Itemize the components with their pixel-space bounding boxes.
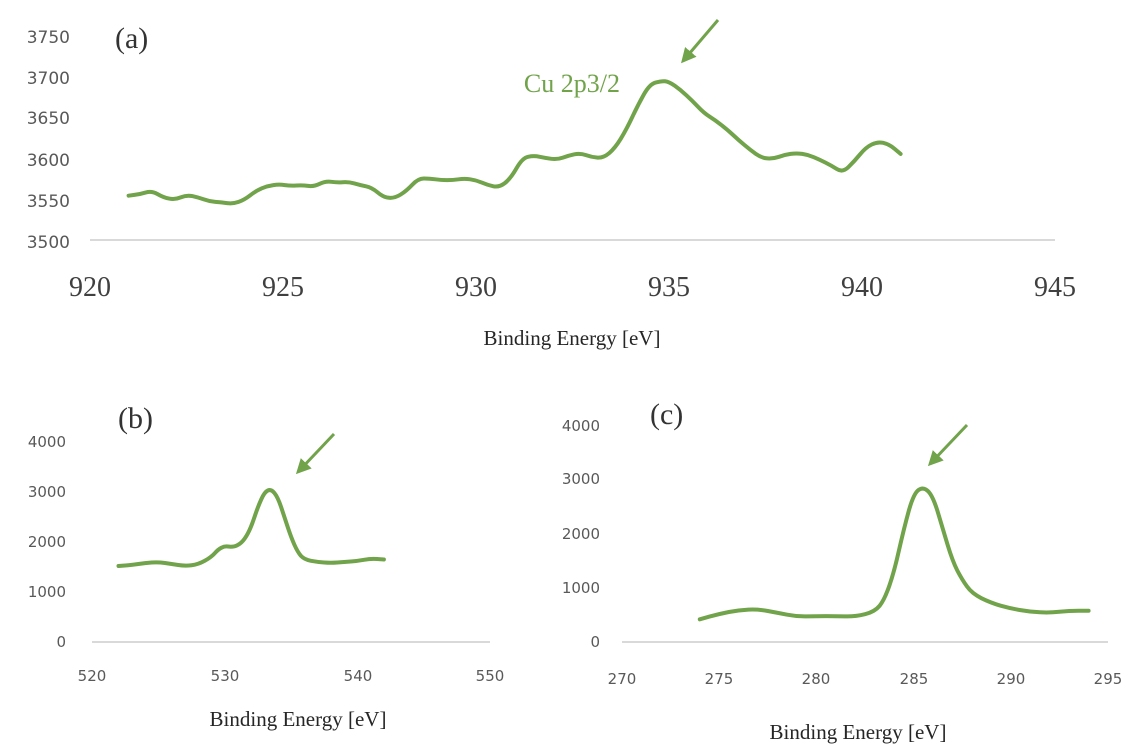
y-tick-label: 3500	[27, 233, 70, 253]
x-axis-label-a: Binding Energy [eV]	[484, 326, 661, 350]
panel-b: 4000 3000 2000 1000 0 520 530 540 550 (b…	[28, 402, 505, 731]
x-tick-label: 275	[705, 670, 734, 688]
y-tick-label: 3750	[27, 28, 70, 48]
x-tick-labels: 920 925 930 935 940 945	[69, 272, 1076, 303]
x-tick-label: 550	[476, 667, 505, 685]
x-tick-label: 920	[69, 272, 111, 303]
arrow-c	[927, 423, 969, 467]
y-tick-label: 3700	[27, 69, 70, 89]
x-axis-label-c: Binding Energy [eV]	[770, 720, 947, 744]
y-tick-label: 0	[590, 633, 600, 651]
y-tick-label: 3650	[27, 109, 70, 129]
panel-label-b: (b)	[118, 402, 153, 435]
panel-label-c: (c)	[650, 398, 683, 431]
y-tick-label: 3000	[28, 483, 66, 501]
x-tick-label: 280	[802, 670, 831, 688]
y-tick-labels: 4000 3000 2000 1000 0	[562, 417, 600, 651]
y-tick-label: 1000	[562, 579, 600, 597]
y-tick-label: 4000	[562, 417, 600, 435]
x-tick-label: 285	[900, 670, 929, 688]
x-tick-label: 270	[608, 670, 637, 688]
y-tick-label: 1000	[28, 583, 66, 601]
y-tick-labels: 4000 3000 2000 1000 0	[28, 433, 66, 651]
x-tick-label: 935	[648, 272, 690, 303]
x-tick-label: 540	[344, 667, 373, 685]
series-line-b	[116, 488, 386, 568]
panel-c: 4000 3000 2000 1000 0 270 275 280 285 29…	[562, 398, 1123, 744]
x-tick-label: 290	[997, 670, 1026, 688]
x-tick-label: 925	[262, 272, 304, 303]
y-tick-label: 0	[56, 633, 66, 651]
y-tick-label: 4000	[28, 433, 66, 451]
x-tick-label: 930	[455, 272, 497, 303]
y-tick-label: 3550	[27, 192, 70, 212]
panel-a: 3750 3700 3650 3600 3550 3500 920 925 93…	[27, 19, 1076, 350]
arrow-a	[681, 19, 720, 64]
y-tick-label: 3000	[562, 470, 600, 488]
panel-label-a: (a)	[115, 22, 148, 55]
series-line-c	[697, 486, 1091, 622]
x-axis-label-b: Binding Energy [eV]	[210, 707, 387, 731]
x-tick-label: 530	[211, 667, 240, 685]
annotation-cu-2p3-2: Cu 2p3/2	[524, 69, 620, 98]
y-tick-label: 2000	[562, 525, 600, 543]
y-tick-labels: 3750 3700 3650 3600 3550 3500	[27, 28, 70, 253]
x-tick-labels: 270 275 280 285 290 295	[608, 670, 1123, 688]
series-line-a	[126, 79, 903, 206]
x-tick-label: 295	[1094, 670, 1123, 688]
arrow-b	[295, 432, 336, 475]
x-tick-label: 520	[78, 667, 107, 685]
x-tick-label: 945	[1034, 272, 1076, 303]
y-tick-label: 3600	[27, 151, 70, 171]
x-tick-label: 940	[841, 272, 883, 303]
y-tick-label: 2000	[28, 533, 66, 551]
x-tick-labels: 520 530 540 550	[78, 667, 505, 685]
